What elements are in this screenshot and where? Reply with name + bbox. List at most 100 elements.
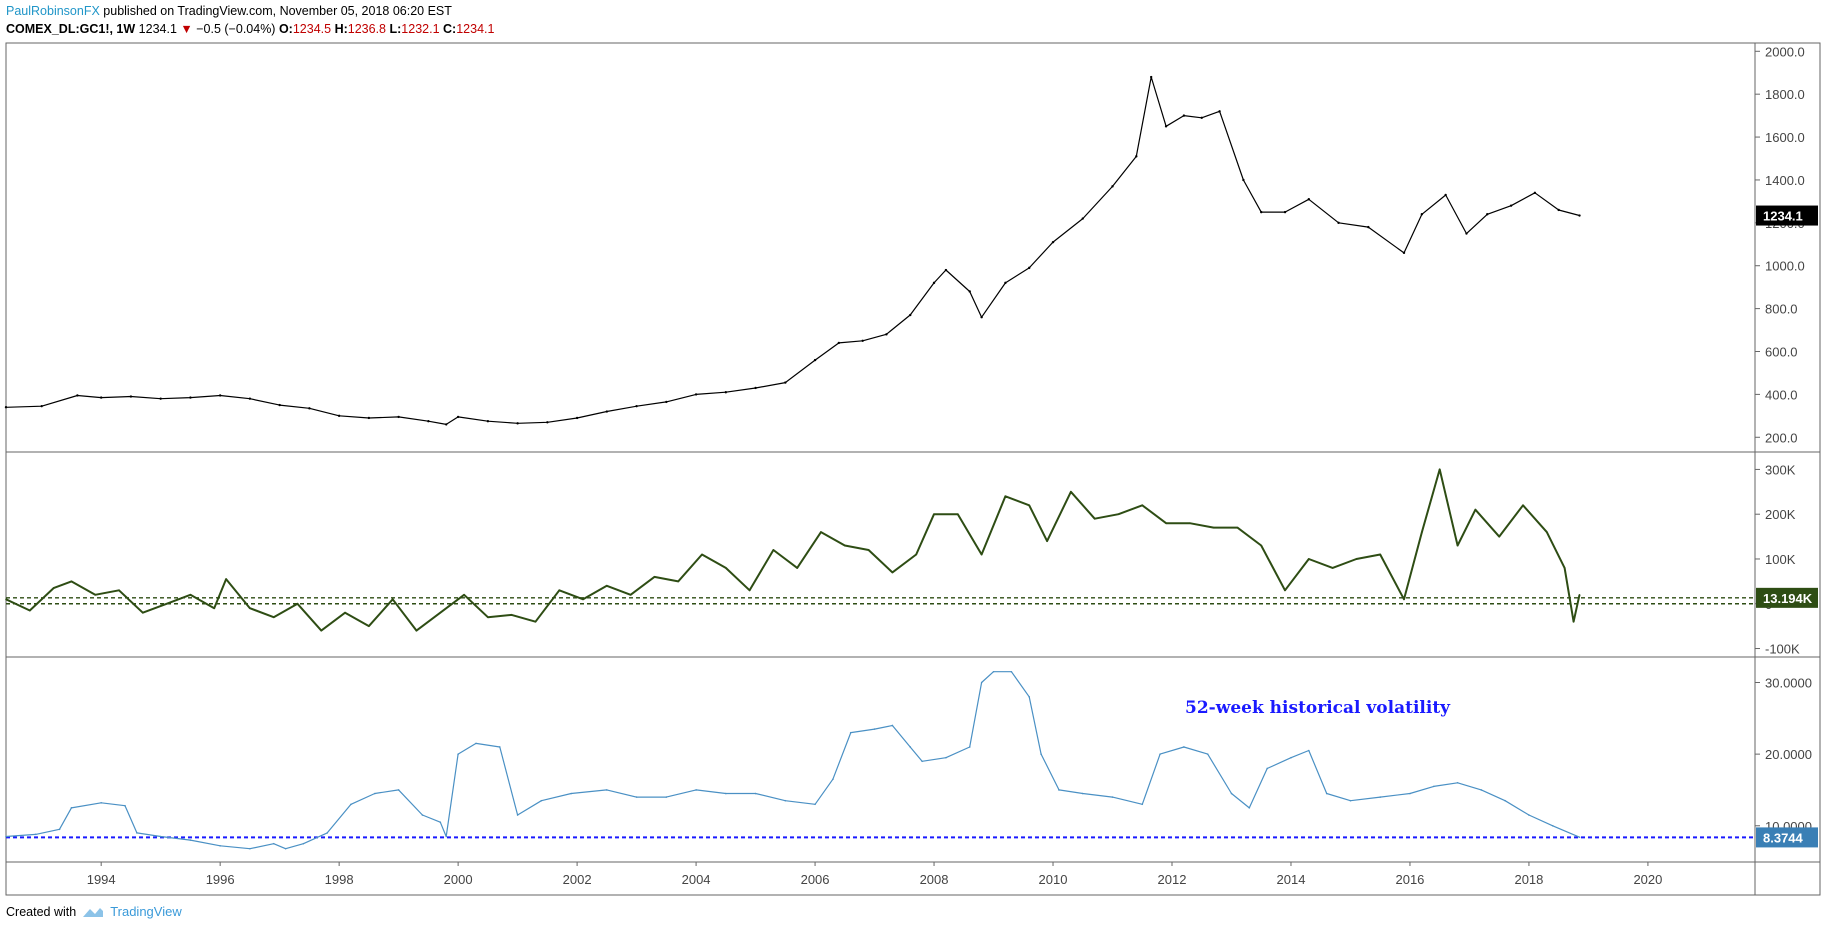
volatility-data-point [570, 792, 572, 795]
x-tick-label: 2014 [1277, 872, 1306, 887]
volatility-data-point [445, 835, 448, 838]
tradingview-brand-link[interactable]: TradingView [110, 904, 182, 919]
oscillator-data-point [5, 598, 7, 601]
low-value: 1232.1 [401, 22, 440, 36]
close-value: 1234.1 [456, 22, 495, 36]
oscillator-data-point [439, 611, 442, 614]
volatility-data-point [34, 833, 37, 836]
oscillator-data-point [1117, 513, 1120, 516]
volatility-data-point [814, 803, 816, 806]
price-data-point [1135, 155, 1138, 158]
x-tick-label: 2010 [1039, 872, 1068, 887]
volatility-data-point [421, 814, 424, 816]
oscillator-data-point [1403, 598, 1405, 601]
volatility-data-point [516, 814, 519, 816]
oscillator-data-point [28, 609, 31, 612]
volatility-data-point [58, 828, 61, 831]
price-data-point [635, 404, 638, 408]
last-price: 1234.1 [138, 22, 177, 36]
oscillator-data-point [118, 589, 120, 592]
volatility-annotation: 52-week historical volatility [1185, 698, 1451, 718]
price-data-point [1242, 178, 1245, 182]
volatility-data-point [272, 842, 275, 845]
price-data-point [1149, 75, 1153, 79]
price-data-point [486, 419, 490, 423]
oscillator-data-point [165, 602, 168, 605]
oscillator-data-point [844, 544, 846, 547]
volatility-data-point [891, 724, 894, 727]
oscillator-data-point [213, 607, 216, 610]
oscillator-data-point [1236, 526, 1239, 529]
price-data-point [1111, 185, 1114, 188]
oscillator-data-point [867, 549, 870, 551]
oscillator-data-point [534, 620, 537, 623]
price-data-point [1182, 114, 1186, 117]
price-data-point [1051, 240, 1055, 244]
volatility-data-point [302, 842, 305, 845]
price-data-point [837, 341, 841, 345]
price-data-point [784, 381, 787, 384]
oscillator-data-point [1474, 508, 1477, 511]
price-data-point [308, 407, 311, 410]
oscillator-data-point [1545, 531, 1548, 533]
price-data-point [1260, 210, 1263, 214]
price-data-point [99, 396, 103, 399]
price-data-point [456, 415, 460, 419]
oscillator-data-point [1421, 531, 1423, 533]
published-text: published on TradingView.com, November 0… [103, 4, 452, 18]
volatility-data-point [124, 804, 126, 807]
volatility-data-point [1432, 785, 1435, 788]
oscillator-data-point [796, 567, 799, 569]
oscillator-data-point [487, 616, 489, 618]
oscillator-data-point [748, 589, 751, 592]
volatility-data-point [326, 832, 329, 834]
x-tick-label: 2016 [1395, 872, 1424, 887]
price-data-point [248, 397, 252, 400]
price-data-point [694, 393, 698, 396]
volatility-data-point [159, 835, 162, 838]
oscillator-data-point [606, 585, 608, 587]
x-tick-label: 2002 [563, 872, 592, 887]
price-data-point [218, 394, 222, 397]
created-with-text: Created with [6, 905, 77, 919]
oscillator-data-point [1572, 620, 1575, 623]
volatility-data-point [397, 789, 400, 791]
price-data-point [397, 415, 400, 419]
price-data-point [944, 268, 948, 272]
oscillator-data-point [891, 571, 894, 574]
price-data-point [337, 414, 341, 418]
volatility-data-point [921, 760, 923, 763]
volatility-data-point [1159, 753, 1161, 755]
volatility-data-point [1578, 836, 1581, 839]
volatility-data-point [784, 799, 787, 802]
volatility-data-point [832, 778, 834, 780]
author-link[interactable]: PaulRobinsonFX [6, 4, 100, 18]
close-label: C: [443, 22, 457, 36]
x-tick-label: 2012 [1158, 872, 1187, 887]
oscillator-data-point [980, 553, 983, 556]
low-label: L: [389, 22, 402, 36]
volatility-data-point [439, 821, 442, 823]
volatility-data-point [5, 835, 7, 838]
volatility-data-point [1058, 789, 1060, 791]
x-tick-label: 1996 [206, 872, 235, 887]
oscillator-data-point [558, 589, 561, 592]
price-data-point [516, 422, 519, 425]
oscillator-data-point [933, 513, 935, 516]
oscillator-data-point [1308, 558, 1310, 560]
volatility-data-point [1183, 746, 1185, 748]
y-tick-label: 200.0 [1765, 430, 1798, 445]
oscillator-data-point [1165, 522, 1167, 524]
price-last-value-badge [1756, 205, 1818, 226]
x-tick-label: 2004 [682, 872, 711, 887]
price-data-point [367, 416, 371, 420]
oscillator-data-point [142, 611, 144, 614]
oscillator-data-point [94, 593, 97, 596]
volatility-data-point [1308, 749, 1310, 752]
volatility-data-point [136, 832, 138, 834]
oscillator-data-point [629, 593, 632, 596]
price-data-point [1444, 193, 1447, 197]
oscillator-data-point [1093, 517, 1096, 520]
oscillator-data-point [772, 549, 775, 551]
